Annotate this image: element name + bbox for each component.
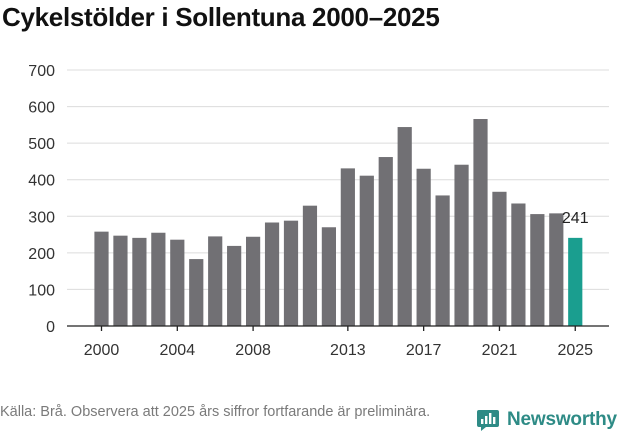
x-tick-label: 2008 [235, 342, 271, 359]
bar [283, 220, 299, 326]
bar [246, 236, 261, 326]
bar [151, 232, 166, 326]
y-tick-label: 200 [28, 246, 55, 263]
bar [378, 157, 393, 326]
x-tick-label: 2004 [160, 342, 196, 359]
chart-title: Cykelstölder i Sollentuna 2000–2025 [2, 2, 440, 32]
bar [321, 227, 336, 326]
bar [264, 222, 280, 326]
brand-name: Newsworthy [507, 409, 617, 430]
bar [340, 168, 355, 326]
bar [227, 245, 242, 326]
y-tick-label: 700 [28, 63, 55, 80]
x-tick-label: 2021 [482, 342, 518, 359]
bar [397, 127, 412, 327]
bar [435, 195, 450, 326]
bar [511, 203, 526, 326]
bar [302, 205, 318, 326]
y-tick-label: 100 [28, 282, 55, 299]
x-tick-label: 2013 [330, 342, 366, 359]
bar [416, 168, 431, 326]
newsworthy-logo-icon [477, 410, 499, 431]
source-note: Källa: Brå. Observera att 2025 års siffr… [0, 404, 431, 420]
bar [549, 213, 564, 326]
bar [170, 239, 185, 326]
bar [208, 236, 223, 326]
x-tick-label: 2017 [406, 342, 442, 359]
bar [473, 119, 488, 327]
bar-value-label: 241 [562, 210, 589, 227]
y-tick-label: 0 [46, 319, 55, 336]
y-tick-label: 300 [28, 209, 55, 226]
y-tick-label: 500 [28, 136, 55, 153]
bar [492, 191, 507, 326]
bar [132, 237, 147, 326]
bars: 241 [94, 119, 589, 327]
bar [454, 164, 469, 326]
bar [94, 231, 109, 326]
x-tick-label: 2000 [84, 342, 120, 359]
x-axis: 2000 2004 2008 2013 2017 2021 2025 [67, 325, 609, 359]
bar-highlight [568, 237, 583, 326]
y-tick-label: 600 [28, 100, 55, 117]
bar [189, 259, 204, 326]
bar [359, 175, 374, 326]
bar [530, 214, 545, 326]
y-tick-label: 400 [28, 173, 55, 190]
grid-lines [67, 69, 609, 290]
bar [113, 235, 128, 326]
y-axis-labels: 0 100 200 300 400 500 600 700 [28, 63, 55, 336]
x-tick-label: 2025 [557, 342, 593, 359]
brand-logo[interactable]: Newsworthy [476, 408, 617, 432]
